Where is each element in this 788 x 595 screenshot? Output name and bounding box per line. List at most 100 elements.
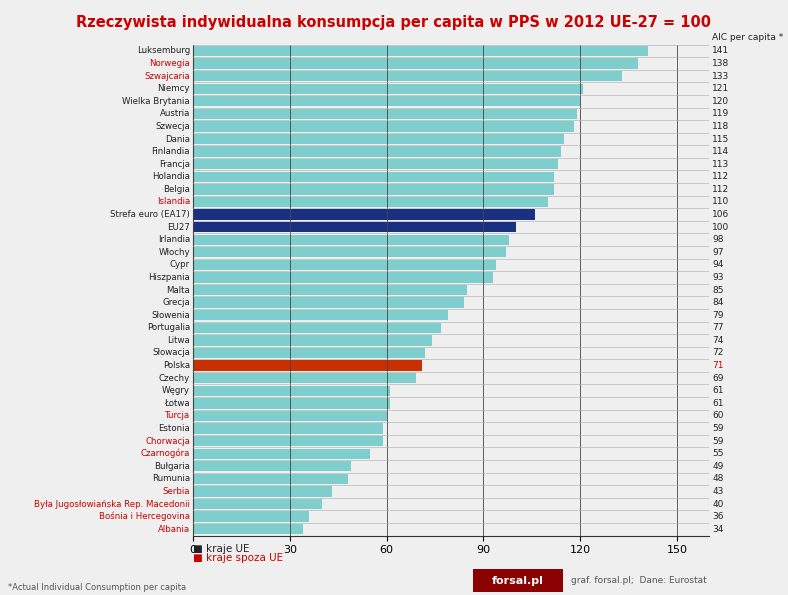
Bar (193, 322, 441, 333)
Text: 49: 49 (712, 462, 723, 471)
Bar (193, 424, 384, 434)
Bar (193, 184, 555, 195)
Bar (193, 171, 555, 182)
Bar (193, 146, 561, 156)
Bar (193, 260, 496, 270)
Bar (193, 121, 574, 131)
Text: 112: 112 (712, 173, 730, 181)
Text: forsal.pl: forsal.pl (492, 576, 544, 585)
Text: Bośnia i Hercegovina: Bośnia i Hercegovina (99, 512, 190, 521)
Bar (193, 71, 622, 82)
Bar (193, 58, 638, 68)
Text: Malta: Malta (166, 286, 190, 295)
Bar (193, 96, 580, 107)
Text: 79: 79 (712, 311, 724, 320)
Text: Islandia: Islandia (157, 198, 190, 206)
Text: 74: 74 (712, 336, 723, 345)
Bar (193, 285, 467, 295)
Text: 84: 84 (712, 298, 723, 307)
Text: Była Jugosłowiańska Rep. Macedonii: Była Jugosłowiańska Rep. Macedonii (34, 500, 190, 509)
Text: Austria: Austria (159, 109, 190, 118)
Text: 94: 94 (712, 261, 723, 270)
Bar (193, 83, 583, 94)
Text: Dania: Dania (165, 134, 190, 143)
Bar (193, 486, 332, 497)
Text: Bułgaria: Bułgaria (154, 462, 190, 471)
Text: ■ kraje spoza UE: ■ kraje spoza UE (193, 553, 283, 562)
Text: Luksemburg: Luksemburg (136, 46, 190, 55)
Text: Chorwacja: Chorwacja (145, 437, 190, 446)
Bar (193, 512, 309, 522)
Bar (193, 411, 387, 421)
Text: Włochy: Włochy (158, 248, 190, 257)
Text: AIC per capita *: AIC per capita * (712, 33, 783, 42)
Text: 40: 40 (712, 500, 723, 509)
Text: Francja: Francja (159, 159, 190, 169)
Bar (193, 474, 348, 484)
Text: 59: 59 (712, 437, 724, 446)
Text: 133: 133 (712, 71, 730, 80)
Text: 119: 119 (712, 109, 730, 118)
Text: Szwajcaria: Szwajcaria (144, 71, 190, 80)
Text: Słowenia: Słowenia (151, 311, 190, 320)
Bar (193, 222, 515, 232)
Text: 61: 61 (712, 399, 724, 408)
Text: Serbia: Serbia (162, 487, 190, 496)
Bar (193, 361, 422, 371)
Text: 55: 55 (712, 449, 724, 458)
Text: 48: 48 (712, 474, 723, 483)
Text: Słowacja: Słowacja (152, 349, 190, 358)
Bar (193, 159, 558, 170)
Text: 100: 100 (712, 223, 730, 231)
Text: Holandia: Holandia (152, 173, 190, 181)
Bar (193, 348, 426, 358)
Bar (193, 335, 432, 346)
Text: Grecja: Grecja (162, 298, 190, 307)
Bar (193, 436, 384, 446)
Text: EU27: EU27 (167, 223, 190, 231)
Bar (193, 134, 564, 144)
Text: 77: 77 (712, 323, 724, 333)
Text: 97: 97 (712, 248, 724, 257)
Bar (193, 209, 535, 220)
Text: Rzeczywista indywidualna konsumpcja per capita w PPS w 2012 UE-27 = 100: Rzeczywista indywidualna konsumpcja per … (76, 15, 712, 30)
Bar (193, 524, 303, 534)
Text: 85: 85 (712, 286, 724, 295)
Text: 36: 36 (712, 512, 724, 521)
Text: 113: 113 (712, 159, 730, 169)
Bar (193, 461, 351, 471)
Text: Rumunia: Rumunia (152, 474, 190, 483)
Text: Szwecja: Szwecja (155, 122, 190, 131)
Text: 61: 61 (712, 386, 724, 395)
Bar (193, 197, 548, 207)
Text: Czechy: Czechy (158, 374, 190, 383)
Bar (193, 234, 509, 245)
Text: Estonia: Estonia (158, 424, 190, 433)
Text: 112: 112 (712, 185, 730, 194)
Text: 114: 114 (712, 147, 730, 156)
Text: 115: 115 (712, 134, 730, 143)
Text: 34: 34 (712, 525, 723, 534)
Bar (193, 398, 390, 409)
Text: ■ kraje UE: ■ kraje UE (193, 544, 250, 554)
Text: 43: 43 (712, 487, 723, 496)
Bar (193, 46, 648, 56)
Text: Polska: Polska (163, 361, 190, 370)
Text: Wielka Brytania: Wielka Brytania (122, 97, 190, 106)
Text: 72: 72 (712, 349, 723, 358)
Bar (193, 373, 415, 383)
Text: 110: 110 (712, 198, 730, 206)
Text: graf. forsal.pl;  Dane: Eurostat: graf. forsal.pl; Dane: Eurostat (571, 576, 707, 585)
Text: 93: 93 (712, 273, 724, 282)
Text: *Actual Individual Consumption per capita: *Actual Individual Consumption per capit… (8, 583, 186, 592)
Text: Finlandia: Finlandia (151, 147, 190, 156)
Text: Portugalia: Portugalia (147, 323, 190, 333)
Text: Turcja: Turcja (165, 411, 190, 421)
Text: Strefa euro (EA17): Strefa euro (EA17) (110, 210, 190, 219)
Text: 71: 71 (712, 361, 724, 370)
Text: 59: 59 (712, 424, 724, 433)
Text: Irlandia: Irlandia (158, 235, 190, 244)
Text: 98: 98 (712, 235, 724, 244)
Text: 121: 121 (712, 84, 730, 93)
Bar (193, 109, 577, 119)
